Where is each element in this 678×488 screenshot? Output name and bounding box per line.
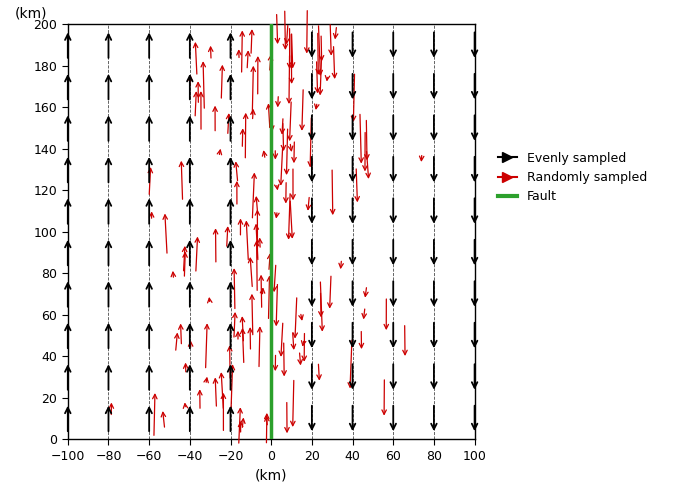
- Legend: Evenly sampled, Randomly sampled, Fault: Evenly sampled, Randomly sampled, Fault: [493, 147, 652, 208]
- Text: (km): (km): [15, 6, 47, 20]
- X-axis label: (km): (km): [255, 468, 287, 482]
